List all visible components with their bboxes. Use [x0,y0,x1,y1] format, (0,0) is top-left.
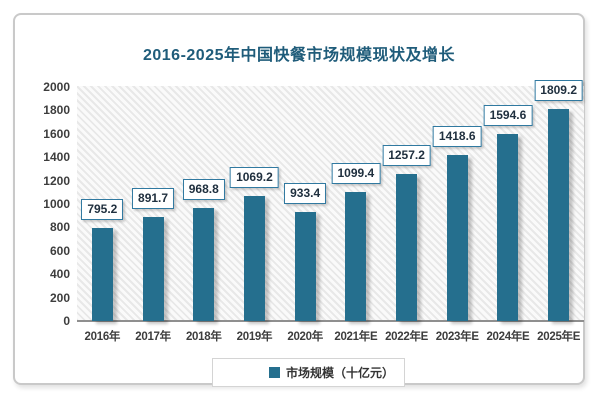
legend: 市场规模（十亿元） [212,358,405,387]
y-tick-label: 1600 [43,126,70,141]
bar [548,109,570,321]
x-tick-label: 2019年 [236,331,273,343]
chart-card: 2016-2025年中国快餐市场规模现状及增长 0 200 400 600 800 100… [13,13,585,387]
bar [243,195,265,321]
bar [497,134,519,321]
x-tick-label: 2020年 [287,331,323,343]
bar [345,192,367,321]
bar-value-label: 1594.6 [483,105,533,127]
y-tick-label: 400 [49,267,70,282]
bar [294,211,316,321]
x-tick-label: 2023年E [435,331,479,343]
bar-value-label: 1099.4 [331,163,381,185]
bar-value-label: 1257.2 [382,144,431,166]
bar [446,155,468,321]
bar-value-label: 891.7 [132,187,175,209]
bar-value-label: 933.4 [284,182,327,204]
y-tick-label: 0 [63,314,70,328]
y-tick-label: 600 [49,243,70,258]
bar-value-label: 1809.2 [534,80,583,102]
x-tick-label: 2016年 [84,331,121,343]
y-tick-label: 1400 [43,150,70,165]
bar [91,227,113,321]
bar-value-label: 795.2 [81,198,124,220]
y-tick-label: 2000 [43,80,70,94]
bar [142,216,164,321]
x-tick-label: 2022年E [385,331,429,343]
y-tick-label: 1000 [43,197,70,211]
x-axis-line [77,320,584,322]
bar-value-label: 1418.6 [432,126,482,148]
y-tick-label: 1800 [43,103,70,118]
bar-value-label: 1069.2 [230,166,279,188]
x-tick-label: 2025年E [537,331,581,343]
bar-value-label: 968.8 [182,178,225,200]
chart-title: 2016-2025年中国快餐市场规模现状及增长 [142,47,456,64]
x-tick-label: 2021年E [334,331,378,343]
x-tick-label: 2018年 [185,331,222,343]
legend-series-label: 市场规模（十亿元） [285,366,394,380]
bar [193,207,215,321]
x-tick-label: 2024年E [486,331,530,343]
y-tick-label: 200 [49,290,70,305]
y-tick-label: 1200 [43,173,70,188]
legend-marker-icon [268,367,280,378]
x-tick-label: 2017年 [135,331,171,343]
y-tick-label: 800 [49,220,70,235]
bar [396,173,418,321]
